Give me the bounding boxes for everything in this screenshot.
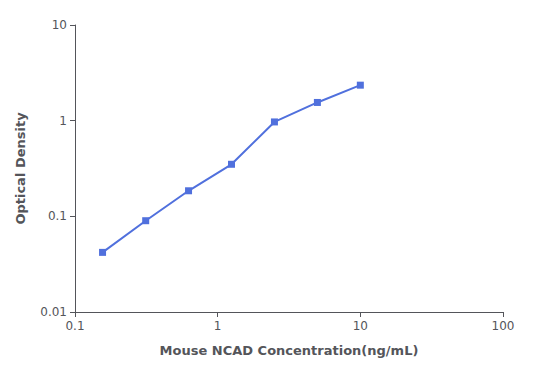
- svg-text:1: 1: [59, 114, 67, 128]
- svg-text:1: 1: [214, 319, 222, 333]
- svg-text:10: 10: [52, 18, 67, 32]
- svg-text:0.1: 0.1: [65, 319, 84, 333]
- svg-text:100: 100: [492, 319, 515, 333]
- svg-text:10: 10: [353, 319, 368, 333]
- svg-text:0.1: 0.1: [48, 209, 67, 223]
- svg-text:Optical Density: Optical Density: [13, 112, 28, 225]
- svg-text:Mouse NCAD Concentration(ng/mL: Mouse NCAD Concentration(ng/mL): [160, 343, 419, 358]
- svg-text:0.01: 0.01: [40, 305, 67, 319]
